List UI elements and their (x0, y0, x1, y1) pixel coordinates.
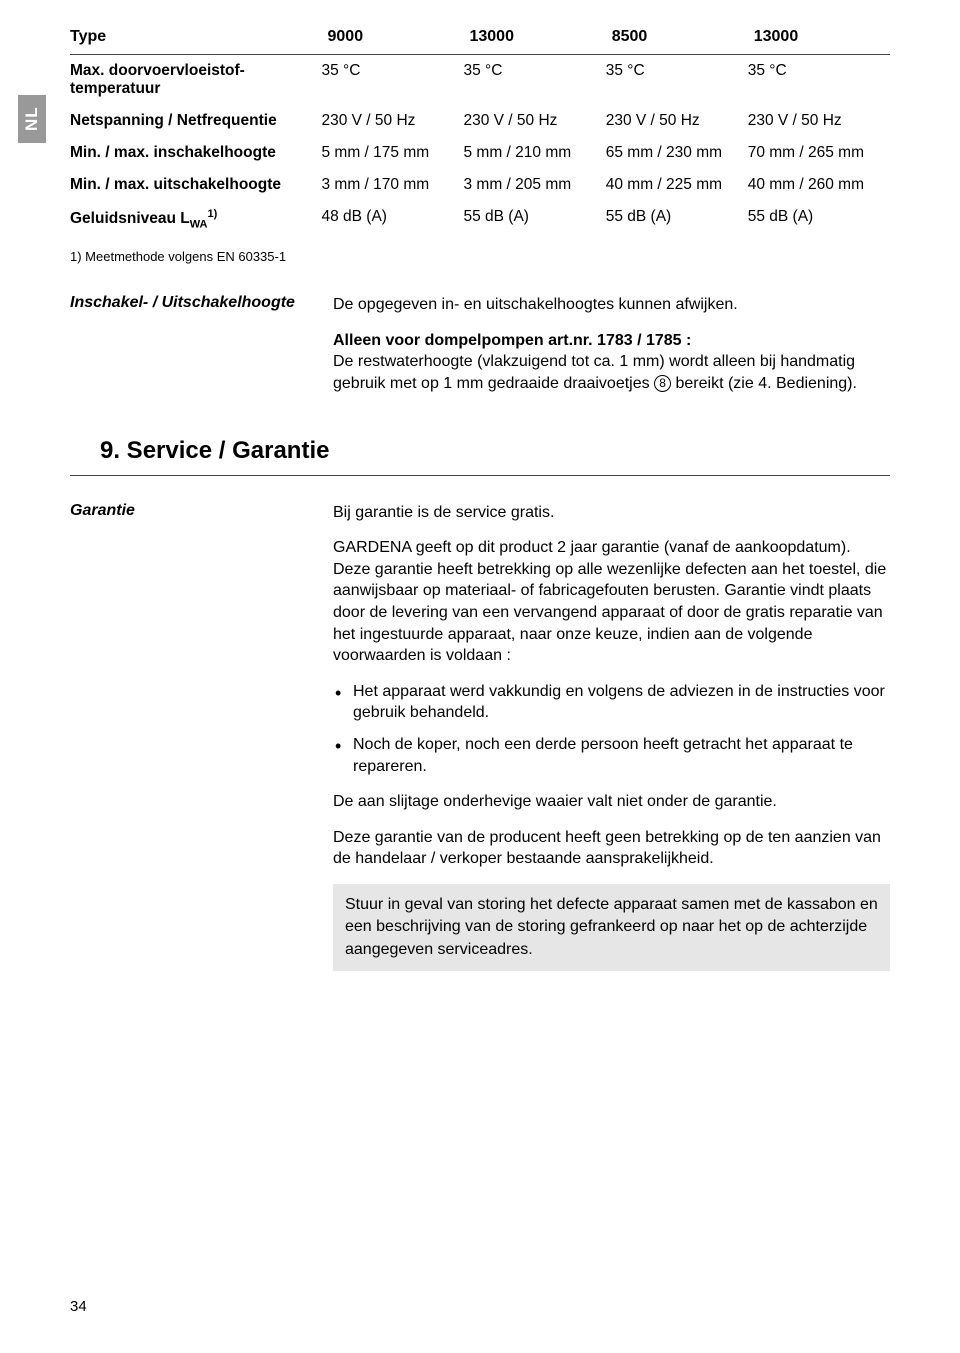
def2-p4: Deze garantie van de producent heeft gee… (333, 827, 890, 870)
spec-table: Type 9000 13000 8500 13000 Max. doorvoer… (70, 20, 890, 237)
def-body: Bij garantie is de service gratis. GARDE… (333, 502, 890, 971)
def-term: Inschakel- / Uitschakelhoogte (70, 294, 333, 408)
list-item: Noch de koper, noch een derde persoon he… (333, 734, 890, 777)
row-value: 5 mm / 175 mm (322, 137, 464, 169)
col-type: Type (70, 20, 322, 55)
table-row: Max. doorvoervloeistof-temperatuur35 °C3… (70, 55, 890, 106)
row-value: 65 mm / 230 mm (606, 137, 748, 169)
definition-garantie: Garantie Bij garantie is de service grat… (70, 502, 890, 971)
page-number: 34 (70, 1298, 87, 1315)
col-13000b: 13000 (748, 20, 890, 55)
table-header-row: Type 9000 13000 8500 13000 (70, 20, 890, 55)
table-row: Min. / max. uitschakelhoogte3 mm / 170 m… (70, 169, 890, 201)
row-value: 40 mm / 260 mm (748, 169, 890, 201)
row-value: 55 dB (A) (463, 201, 605, 237)
service-address-box: Stuur in geval van storing het defecte a… (333, 884, 890, 971)
row-value: 230 V / 50 Hz (748, 105, 890, 137)
row-label: Netspanning / Netfrequentie (70, 105, 322, 137)
def-body: De opgegeven in- en uitschakelhoogtes ku… (333, 294, 890, 408)
def1-p1: De opgegeven in- en uitschakelhoogtes ku… (333, 294, 890, 316)
row-value: 3 mm / 170 mm (322, 169, 464, 201)
def1-p2: Alleen voor dompelpompen art.nr. 1783 / … (333, 330, 890, 395)
table-row: Netspanning / Netfrequentie230 V / 50 Hz… (70, 105, 890, 137)
table-row: Geluidsniveau LWA1)48 dB (A)55 dB (A)55 … (70, 201, 890, 237)
def2-p2: GARDENA geeft op dit product 2 jaar gara… (333, 537, 890, 667)
language-tab: NL (18, 95, 46, 143)
row-label: Min. / max. inschakelhoogte (70, 137, 322, 169)
row-label: Geluidsniveau LWA1) (70, 201, 322, 237)
definition-inschakel: Inschakel- / Uitschakelhoogte De opgegev… (70, 294, 890, 408)
def2-p1: Bij garantie is de service gratis. (333, 502, 890, 524)
row-label: Max. doorvoervloeistof-temperatuur (70, 55, 322, 106)
row-value: 230 V / 50 Hz (606, 105, 748, 137)
row-value: 40 mm / 225 mm (606, 169, 748, 201)
col-9000: 9000 (322, 20, 464, 55)
spec-table-body: Max. doorvoervloeistof-temperatuur35 °C3… (70, 55, 890, 238)
row-value: 3 mm / 205 mm (463, 169, 605, 201)
row-value: 70 mm / 265 mm (748, 137, 890, 169)
table-row: Min. / max. inschakelhoogte5 mm / 175 mm… (70, 137, 890, 169)
row-value: 55 dB (A) (748, 201, 890, 237)
table-footnote: 1) Meetmethode volgens EN 60335-1 (70, 249, 890, 264)
warranty-conditions-list: Het apparaat werd vakkundig en volgens d… (333, 681, 890, 777)
row-value: 35 °C (322, 55, 464, 106)
row-value: 230 V / 50 Hz (322, 105, 464, 137)
row-value: 5 mm / 210 mm (463, 137, 605, 169)
row-value: 48 dB (A) (322, 201, 464, 237)
def2-p3: De aan slijtage onderhevige waaier valt … (333, 791, 890, 813)
def-term: Garantie (70, 502, 333, 971)
row-value: 35 °C (463, 55, 605, 106)
list-item: Het apparaat werd vakkundig en volgens d… (333, 681, 890, 724)
row-value: 35 °C (748, 55, 890, 106)
row-value: 55 dB (A) (606, 201, 748, 237)
col-8500: 8500 (606, 20, 748, 55)
section-heading-service: 9. Service / Garantie (70, 437, 890, 476)
row-value: 230 V / 50 Hz (463, 105, 605, 137)
row-label: Min. / max. uitschakelhoogte (70, 169, 322, 201)
row-value: 35 °C (606, 55, 748, 106)
col-13000a: 13000 (463, 20, 605, 55)
